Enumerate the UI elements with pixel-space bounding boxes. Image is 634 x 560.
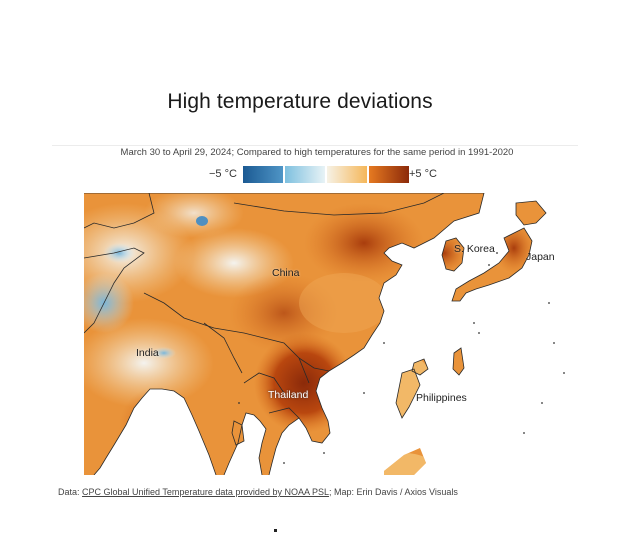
borders xyxy=(83,192,547,476)
credit-suffix: ; Map: Erin Davis / Axios Visuals xyxy=(328,487,458,497)
legend-swatch-mild-cool xyxy=(285,166,325,183)
legend-min-label: −5 °C xyxy=(209,168,237,180)
color-legend: −5 °C +5 °C xyxy=(0,166,634,184)
legend-swatch-strong-cool xyxy=(243,166,283,183)
subtitle: March 30 to April 29, 2024; Compared to … xyxy=(120,147,514,158)
credit-line: Data: CPC Global Unified Temperature dat… xyxy=(58,487,458,497)
legend-max-label: +5 °C xyxy=(409,168,437,180)
label-india: India xyxy=(136,347,159,359)
small-islands xyxy=(238,252,565,464)
credit-prefix: Data: xyxy=(58,487,83,497)
divider xyxy=(52,145,578,146)
label-thailand: Thailand xyxy=(268,389,309,401)
label-philippines: Philippines xyxy=(416,392,467,404)
data-source-link[interactable]: CPC Global Unified Temperature data prov… xyxy=(82,487,329,497)
page-title: High temperature deviations xyxy=(167,90,433,113)
legend-swatch-strong-warm xyxy=(369,166,409,183)
label-s-korea: S. Korea xyxy=(454,243,495,255)
temperature-map: China India Thailand S. Korea Japan Phil… xyxy=(83,192,584,476)
legend-swatch-mild-warm xyxy=(327,166,367,183)
label-china: China xyxy=(272,267,300,279)
page-dot xyxy=(274,529,277,532)
label-japan: Japan xyxy=(526,251,555,263)
